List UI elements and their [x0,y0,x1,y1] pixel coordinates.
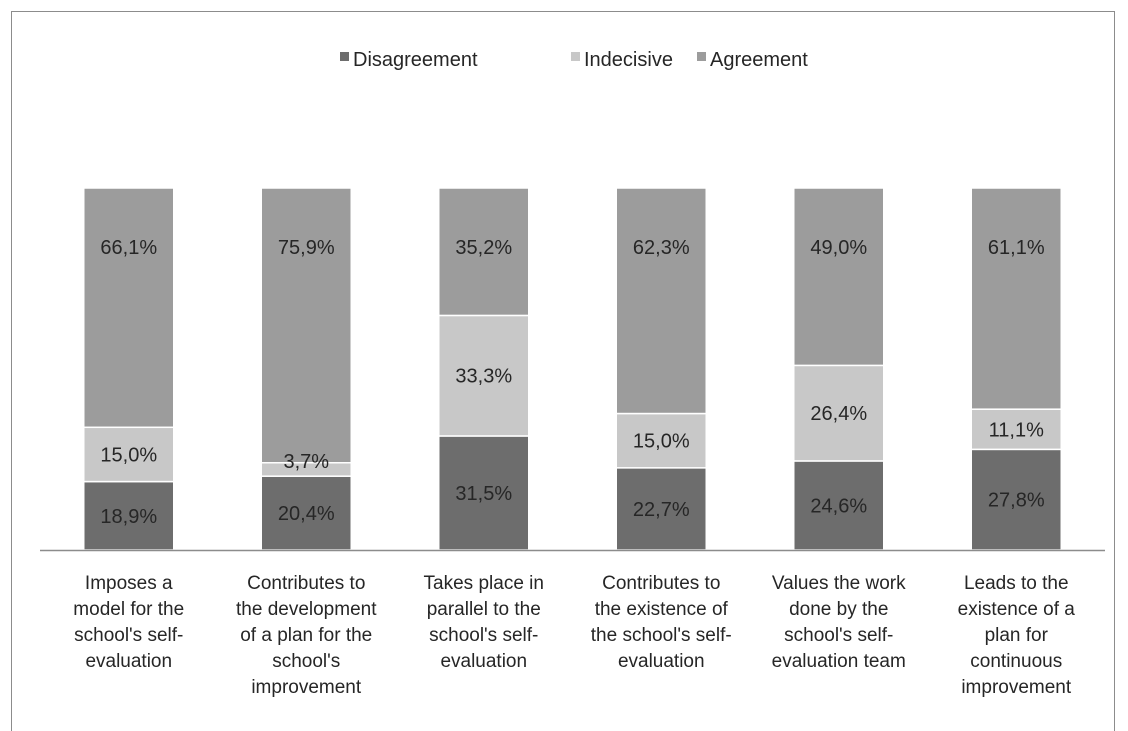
bar-group-2: 20,4% 3,7% 75,9% [260,187,352,551]
bar-segment-disagreement [615,467,707,551]
data-label-agreement: 62,3% [633,237,690,259]
category-label-line: Imposes a [85,573,173,594]
category-label-line: school's self- [74,625,183,646]
data-label-indecisive: 26,4% [810,403,867,425]
category-label-line: the school's self- [591,625,732,646]
bar-segment-agreement [793,187,885,367]
bar-segment-indecisive [438,314,530,437]
category-label-line: evaluation [618,651,705,672]
data-label-indecisive: 11,1% [989,419,1044,441]
bar-segment-indecisive [615,412,707,469]
category-label-line: improvement [251,677,362,698]
category-label-line: school's [272,651,340,672]
category-label-line: continuous [970,651,1062,672]
bar-group-4: 22,7% 15,0% 62,3% [615,187,707,551]
chart-frame [11,11,1115,731]
legend-swatch-agreement [697,52,706,61]
bar-segment-disagreement [793,460,885,551]
category-label-line: Contributes to [247,573,365,594]
data-label-agreement: 66,1% [100,237,157,259]
category-label-line: school's self- [784,625,893,646]
category-label-line: school's self- [429,625,538,646]
legend-swatch-disagreement [340,52,349,61]
legend-label-agreement: Agreement [710,49,808,71]
data-label-disagreement: 20,4% [278,503,335,525]
data-label-indecisive: 15,0% [633,431,690,453]
category-label-line: parallel to the [427,599,541,620]
bar-segment-agreement [970,187,1062,410]
category-label-line: evaluation team [772,651,906,672]
bar-group-3: 31,5% 33,3% 35,2% [438,187,530,551]
bar-group-6: 27,8% 11,1% 61,1% [970,187,1062,551]
category-label-line: Leads to the [964,573,1069,594]
category-label-line: the existence of [595,599,729,620]
category-label-line: model for the [73,599,184,620]
bar-group-1: 18,9% 15,0% 66,1% [83,187,175,551]
category-label-line: the development [236,599,377,620]
data-label-disagreement: 18,9% [100,506,157,528]
bar-segment-disagreement [970,448,1062,551]
data-label-indecisive: 33,3% [455,366,512,388]
data-label-agreement: 49,0% [810,237,867,259]
data-label-disagreement: 27,8% [988,490,1045,512]
bar-segment-indecisive [83,426,175,483]
category-label-line: evaluation [440,651,527,672]
bar-group-5: 24,6% 26,4% 49,0% [793,187,885,551]
data-label-agreement: 75,9% [278,237,335,259]
category-label-line: Values the work [772,573,906,594]
category-label-line: of a plan for the [240,625,372,646]
data-label-indecisive: 3,7% [283,451,329,473]
legend-swatch-indecisive [571,52,580,61]
bar-segment-disagreement [438,435,530,551]
legend-label-indecisive: Indecisive [584,49,673,71]
data-label-disagreement: 22,7% [633,499,690,521]
data-label-indecisive: 15,0% [100,444,157,466]
data-label-disagreement: 24,6% [810,495,867,517]
bar-segment-agreement [615,187,707,415]
bar-segment-agreement [83,187,175,429]
category-label-line: improvement [961,677,1072,698]
category-label-line: done by the [789,599,888,620]
category-label-line: Contributes to [602,573,720,594]
category-label-line: existence of a [958,599,1076,620]
bar-segment-agreement [260,187,352,464]
category-label-line: Takes place in [424,573,544,594]
data-label-agreement: 61,1% [988,237,1045,259]
category-label-line: evaluation [85,651,172,672]
data-label-disagreement: 31,5% [455,483,512,505]
legend: Disagreement Indecisive Agreement [340,49,808,71]
data-label-agreement: 35,2% [455,237,512,259]
legend-label-disagreement: Disagreement [353,49,478,71]
category-label-line: plan for [985,625,1049,646]
bar-segment-indecisive [970,408,1062,451]
bar-segment-agreement [438,187,530,317]
